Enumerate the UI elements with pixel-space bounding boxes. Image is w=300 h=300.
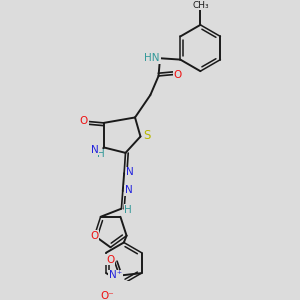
Text: O: O	[90, 231, 99, 241]
Text: H: H	[124, 205, 132, 215]
Text: N⁺: N⁺	[109, 270, 122, 280]
Text: O⁻: O⁻	[100, 291, 114, 300]
Text: CH₃: CH₃	[192, 1, 209, 10]
Text: O: O	[173, 70, 182, 80]
Text: HN: HN	[144, 53, 160, 63]
Text: N: N	[91, 145, 99, 154]
Text: S: S	[143, 130, 150, 142]
Text: N: N	[126, 167, 134, 178]
Text: N: N	[125, 185, 133, 195]
Text: H: H	[97, 149, 105, 159]
Text: O: O	[106, 255, 114, 265]
Text: O: O	[80, 116, 88, 126]
